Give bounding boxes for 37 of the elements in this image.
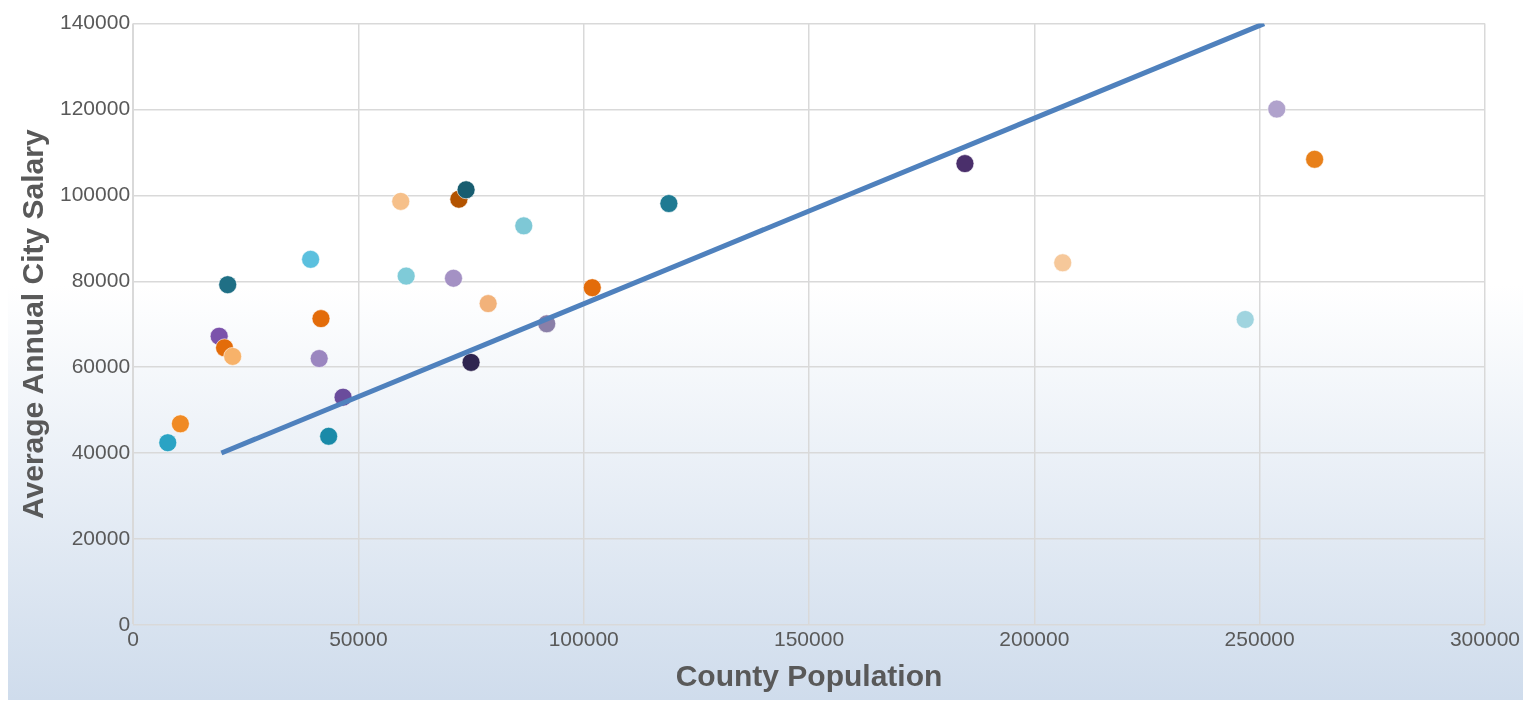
point: [659, 194, 679, 214]
point: [514, 216, 534, 236]
x-tick-label: 250000: [1224, 627, 1295, 651]
point: [301, 249, 321, 269]
point: [391, 191, 411, 211]
point: [1267, 99, 1287, 119]
point: [396, 266, 416, 286]
point: [443, 268, 463, 288]
y-tick-label: 100000: [60, 182, 131, 206]
x-tick-label: 300000: [1449, 627, 1520, 651]
point: [1053, 253, 1073, 273]
point: [311, 309, 331, 329]
point: [955, 154, 975, 174]
x-axis-title: County Population: [675, 659, 943, 693]
y-tick-label: 140000: [60, 10, 131, 34]
point: [1235, 309, 1255, 329]
point: [319, 426, 339, 446]
y-tick-label: 80000: [71, 268, 131, 292]
point: [223, 346, 243, 366]
point: [218, 275, 238, 295]
point: [461, 352, 481, 372]
y-tick-label: 60000: [71, 353, 131, 377]
point: [478, 294, 498, 314]
x-tick-label: 100000: [548, 627, 619, 651]
point: [582, 278, 602, 298]
y-tick-label: 120000: [60, 96, 131, 120]
y-tick-label: 40000: [71, 439, 131, 463]
x-tick-label: 200000: [999, 627, 1070, 651]
y-tick-label: 20000: [71, 525, 131, 549]
point: [1305, 149, 1325, 169]
point: [158, 433, 178, 453]
x-tick-label: 150000: [773, 627, 845, 651]
point: [309, 349, 329, 369]
y-axis-title: Average Annual City Salary: [16, 129, 50, 519]
point: [170, 414, 190, 434]
point: [456, 180, 476, 200]
x-tick-label: 50000: [329, 627, 388, 651]
